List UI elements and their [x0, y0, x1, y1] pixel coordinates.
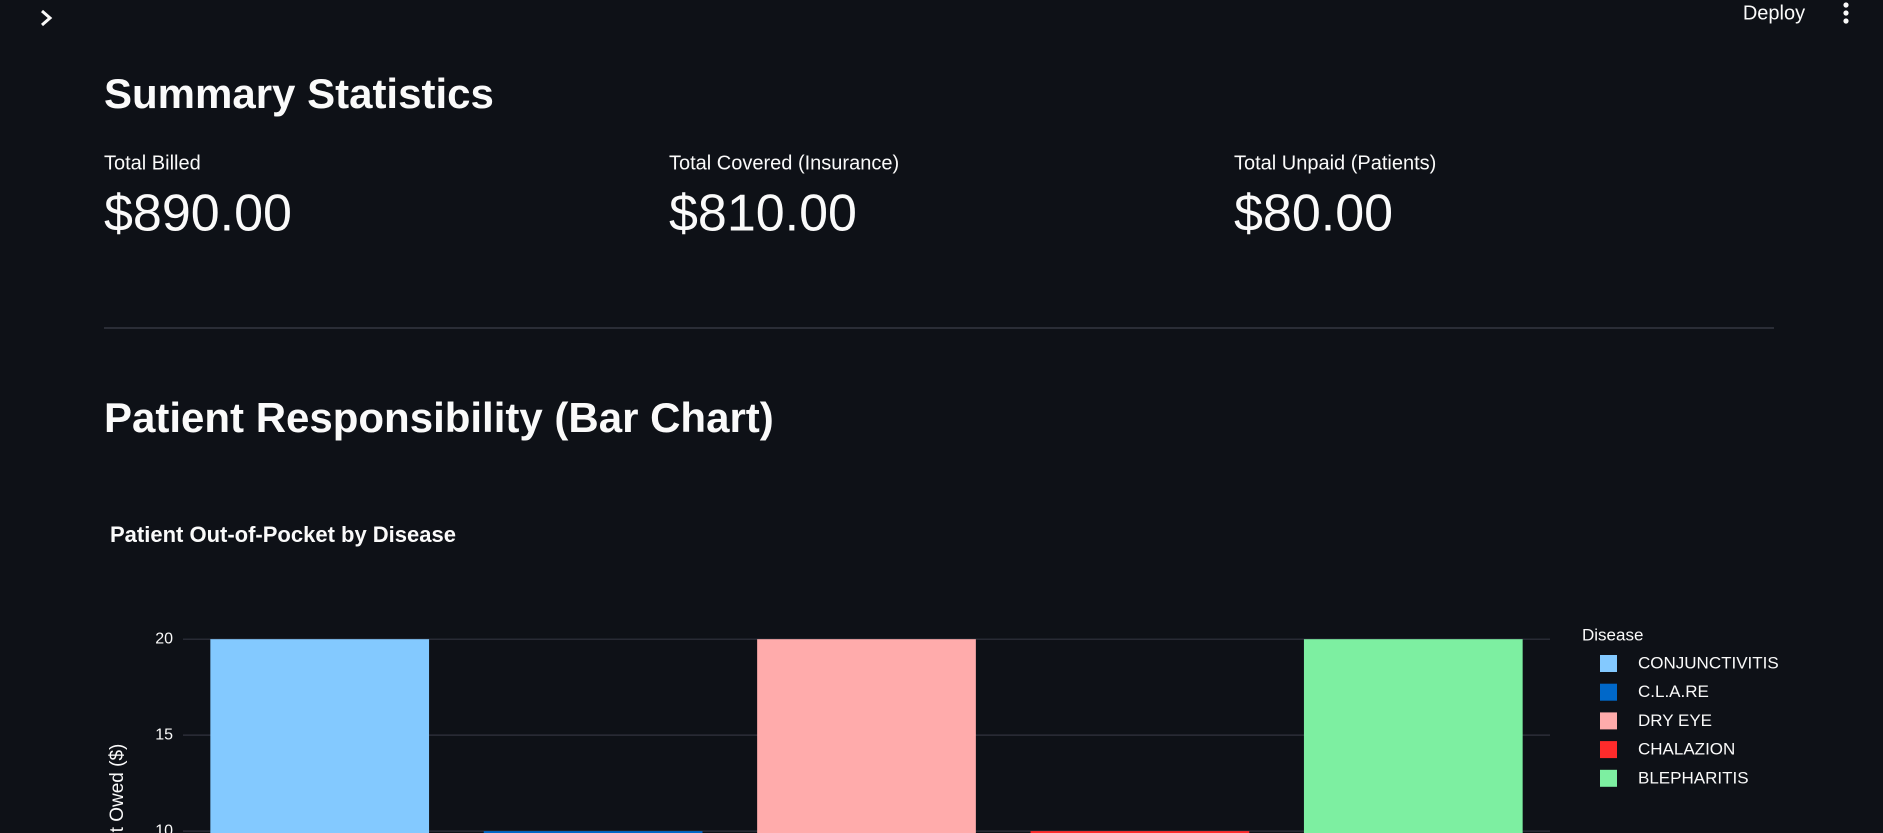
deploy-button[interactable]: Deploy	[1743, 2, 1805, 24]
y-tick-label: 15	[155, 726, 173, 743]
y-axis-label: t Owed ($)	[107, 744, 128, 833]
bar	[1030, 831, 1250, 833]
chart-title: Patient Out-of-Pocket by Disease	[110, 522, 456, 547]
legend-label: CHALAZION	[1638, 740, 1735, 759]
metrics: Total Billed $890.00 Total Covered (Insura…	[104, 152, 1436, 242]
legend-title: Disease	[1582, 625, 1643, 644]
metric-value: $810.00	[669, 185, 857, 243]
legend-swatch	[1600, 683, 1617, 701]
chart: 10 15 20 CONJUNCTIVITIS C.L.A.RE DRY EYE CHALA…	[155, 630, 1779, 833]
y-tick-label: 20	[155, 630, 173, 647]
legend-swatch	[1600, 769, 1617, 787]
bar	[1303, 639, 1523, 833]
metric-label: Total Billed	[104, 152, 201, 174]
legend-swatch	[1600, 712, 1617, 730]
legend-label: CONJUNCTIVITIS	[1638, 653, 1779, 672]
summary-title: Summary Statistics	[104, 70, 494, 117]
main-menu[interactable]	[1843, 2, 1849, 24]
legend-swatch	[1600, 741, 1617, 759]
bar	[757, 639, 976, 833]
legend-label: C.L.A.RE	[1638, 682, 1709, 701]
legend-label: BLEPHARITIS	[1638, 768, 1749, 787]
metric-label: Total Covered (Insurance)	[669, 152, 899, 174]
bar	[483, 831, 703, 833]
bar	[210, 639, 430, 833]
legend-label: DRY EYE	[1638, 711, 1712, 730]
legend-swatch	[1600, 655, 1617, 672]
metric-value: $80.00	[1234, 185, 1393, 243]
y-tick-label: 10	[155, 822, 173, 833]
metric-label: Total Unpaid (Patients)	[1234, 152, 1436, 174]
metric-value: $890.00	[104, 185, 292, 243]
sidebar-toggle[interactable]	[41, 9, 53, 27]
section-title: Patient Responsibility (Bar Chart)	[104, 394, 774, 441]
